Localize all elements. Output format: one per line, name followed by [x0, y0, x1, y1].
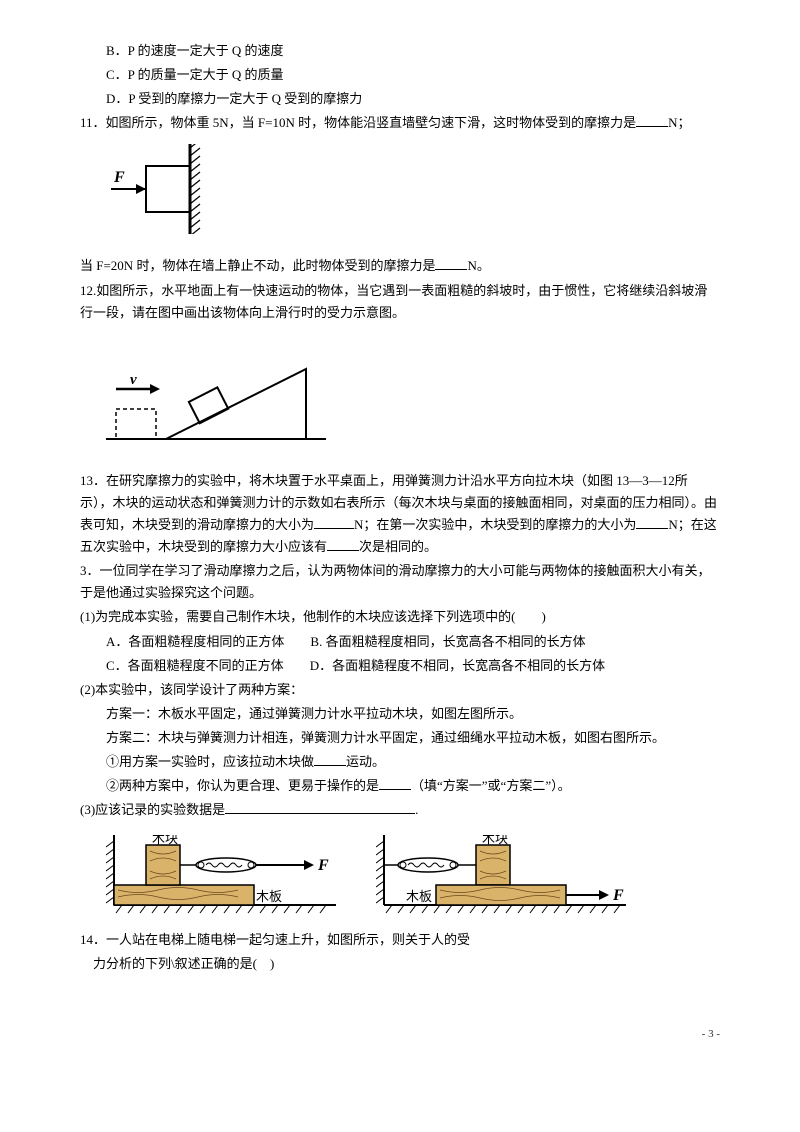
blank: [379, 777, 411, 790]
q3-figure-right: 木块 木板 F: [376, 835, 626, 915]
velocity-label: v: [130, 372, 137, 388]
label-block: 木块: [482, 835, 508, 846]
blank: [435, 257, 467, 270]
blank: [225, 801, 415, 814]
blank: [314, 753, 346, 766]
q3-optD: D．各面粗糙程度不相同，长宽高各不相同的长方体: [310, 658, 605, 673]
blank: [636, 516, 668, 529]
q10-option-d: D．P 受到的摩擦力一定大于 Q 受到的摩擦力: [80, 88, 720, 110]
q11-text2-part1: 当 F=20N 时，物体在墙上静止不动，此时物体受到的摩擦力是: [80, 258, 435, 273]
q3-options-row1: A．各面粗糙程度相同的正方体 B. 各面粗糙程度相同，长宽高各不相同的长方体: [80, 631, 720, 653]
q11-figure: F: [106, 144, 720, 241]
q12-text: 12.如图所示，水平地面上有一快速运动的物体，当它遇到一表面粗糙的斜坡时，由于惯…: [80, 280, 720, 324]
page-number: - 3 -: [80, 1025, 720, 1044]
q3-plan2: 方案二：木块与弹簧测力计相连，弹簧测力计水平固定，通过细绳水平拉动木板，如图右图…: [80, 727, 720, 749]
q3-figures: 木块 木板 F 木块 木板 F: [106, 835, 720, 915]
force-label-F: F: [612, 887, 624, 904]
label-block: 木块: [152, 835, 178, 846]
force-label-F: F: [317, 857, 329, 874]
q3-figure-left: 木块 木板 F: [106, 835, 336, 915]
q3-p2-lead: (2)本实验中，该同学设计了两种方案：: [80, 679, 720, 701]
q3-optA: A．各面粗糙程度相同的正方体: [106, 634, 284, 649]
q3-sub2: ②两种方案中，你认为更合理、更易于操作的是 （填“方案一”或“方案二”）。: [80, 775, 720, 797]
q3-p3: (3)应该记录的实验数据是.: [80, 799, 720, 821]
q13-text: 13．在研究摩擦力的实验中，将木块置于水平桌面上，用弹簧测力计沿水平方向拉木块（…: [80, 470, 720, 558]
blank: [636, 114, 668, 127]
q3-sub1a: ①用方案一实验时，应该拉动木块做: [106, 754, 314, 769]
q3-sub2a: ②两种方案中，你认为更合理、更易于操作的是: [106, 778, 379, 793]
q11-text2: 当 F=20N 时，物体在墙上静止不动，此时物体受到的摩擦力是 N。: [80, 255, 720, 277]
q3-p3b: .: [415, 802, 418, 817]
q3-options-row2: C．各面粗糙程度不同的正方体 D．各面粗糙程度不相同，长宽高各不相同的长方体: [80, 655, 720, 677]
q10-option-c: C．P 的质量一定大于 Q 的质量: [80, 64, 720, 86]
q3-sub1b: 运动。: [346, 754, 385, 769]
q14-line2: 力分析的下列\叙述正确的是( ): [80, 953, 720, 975]
q3-sub2b: （填“方案一”或“方案二”）。: [411, 778, 571, 793]
blank: [314, 516, 354, 529]
q11-text-part1: 11．如图所示，物体重 5N，当 F=10N 时，物体能沿竖直墙壁匀速下滑，这时…: [80, 115, 636, 130]
q11-text-part2: N；: [668, 115, 690, 130]
q3-optB: B. 各面粗糙程度相同，长宽高各不相同的长方体: [310, 634, 585, 649]
q10-option-b: B．P 的速度一定大于 Q 的速度: [80, 40, 720, 62]
q3-plan1: 方案一：木板水平固定，通过弹簧测力计水平拉动木块，如图左图所示。: [80, 703, 720, 725]
label-board: 木板: [256, 889, 282, 904]
q3-stem: 3．一位同学在学习了滑动摩擦力之后，认为两物体间的滑动摩擦力的大小可能与两物体的…: [80, 560, 720, 604]
q3-p3a: (3)应该记录的实验数据是: [80, 802, 225, 817]
q11-text2-part2: N。: [467, 258, 489, 273]
q11-text: 11．如图所示，物体重 5N，当 F=10N 时，物体能沿竖直墙壁匀速下滑，这时…: [80, 112, 720, 134]
q13-part-d: 次是相同的。: [359, 539, 437, 554]
force-label-F: F: [113, 169, 125, 186]
blank: [327, 538, 359, 551]
q14-line1: 14．一人站在电梯上随电梯一起匀速上升，如图所示，则关于人的受: [80, 929, 720, 951]
label-board: 木板: [406, 889, 432, 904]
q3-sub1: ①用方案一实验时，应该拉动木块做 运动。: [80, 751, 720, 773]
q13-part-b: N；在第一次实验中，木块受到的摩擦力的大小为: [354, 517, 636, 532]
q12-figure: v: [106, 354, 720, 456]
q3-optC: C．各面粗糙程度不同的正方体: [106, 658, 284, 673]
q3-p1: (1)为完成本实验，需要自己制作木块，他制作的木块应该选择下列选项中的( ): [80, 606, 720, 628]
